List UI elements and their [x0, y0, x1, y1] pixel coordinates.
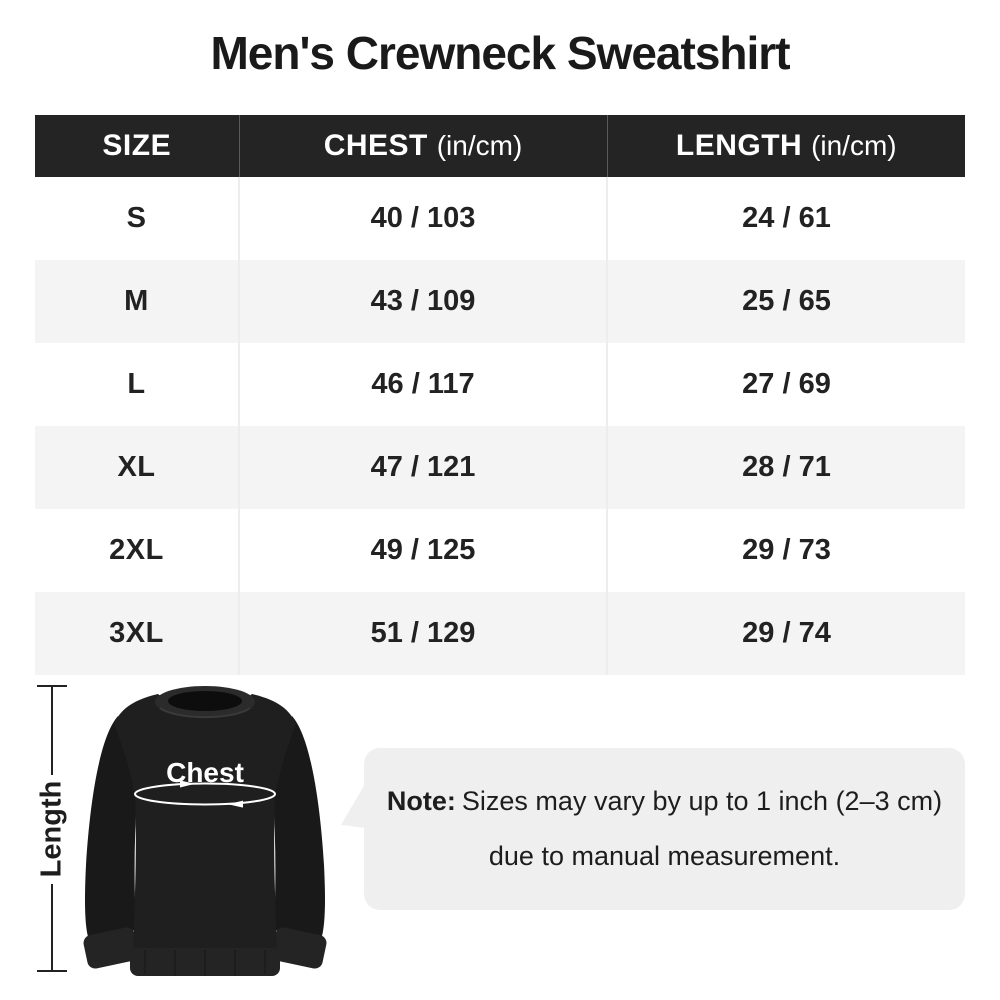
- sweatshirt-left-sleeve: [85, 716, 137, 940]
- length-arrow-bottom-segment: [51, 884, 53, 972]
- header-length-label: LENGTH: [675, 129, 803, 162]
- table-body: S 40 / 103 24 / 61 M 43 / 109 25 / 65 L …: [35, 177, 965, 675]
- header-length: LENGTH (in/cm): [606, 115, 965, 177]
- note-line-2: due to manual measurement.: [488, 841, 841, 871]
- length-label: Length: [35, 780, 68, 878]
- header-row: SIZE CHEST (in/cm) LENGTH (in/cm): [35, 115, 965, 177]
- length-cell: 29 / 73: [606, 509, 965, 592]
- size-cell: 3XL: [35, 592, 239, 675]
- size-cell: XL: [35, 426, 239, 509]
- chest-cell: 51 / 129: [238, 592, 607, 675]
- page-title: Men's Crewneck Sweatshirt: [210, 27, 790, 79]
- header-size: SIZE: [35, 115, 239, 177]
- table-row: 2XL 49 / 125 29 / 73: [35, 509, 965, 592]
- chest-cell: 43 / 109: [238, 260, 607, 343]
- table-row: XL 47 / 121 28 / 71: [35, 426, 965, 509]
- sweatshirt-image: Chest: [83, 686, 327, 976]
- size-cell: 2XL: [35, 509, 239, 592]
- header-chest-unit: (in/cm): [436, 130, 523, 161]
- length-cell: 27 / 69: [606, 343, 965, 426]
- length-arrow-bottom-cap: [37, 970, 67, 972]
- size-cell: M: [35, 260, 239, 343]
- sweatshirt-left-cuff: [83, 927, 139, 969]
- table-row: S 40 / 103 24 / 61: [35, 177, 965, 260]
- note-prefix: Note:: [386, 786, 456, 816]
- size-cell: S: [35, 177, 239, 260]
- chest-measure-ellipse: [134, 782, 276, 806]
- length-cell: 29 / 74: [606, 592, 965, 675]
- header-chest: CHEST (in/cm): [238, 115, 607, 177]
- note-text-1: Sizes may vary by up to 1 inch (2–3 cm): [461, 786, 943, 816]
- length-arrow-top-segment: [51, 686, 53, 775]
- header-length-unit: (in/cm): [811, 130, 897, 161]
- size-chart-table: SIZE CHEST (in/cm) LENGTH (in/cm) S 40 /…: [35, 115, 965, 675]
- header-chest-label: CHEST: [323, 129, 428, 162]
- length-cell: 24 / 61: [606, 177, 965, 260]
- length-cell: 28 / 71: [606, 426, 965, 509]
- size-cell: L: [35, 343, 239, 426]
- sweatshirt-right-sleeve: [273, 716, 325, 940]
- table-row: M 43 / 109 25 / 65: [35, 260, 965, 343]
- chest-cell: 46 / 117: [238, 343, 607, 426]
- chest-cell: 47 / 121: [238, 426, 607, 509]
- note-line-1: Note: Sizes may vary by up to 1 inch (2–3…: [387, 786, 942, 817]
- collar-rib-highlight: [159, 707, 251, 719]
- note-bubble: Note: Sizes may vary by up to 1 inch (2–3…: [341, 748, 965, 910]
- sweatshirt-body: [114, 694, 296, 954]
- chest-cell: 40 / 103: [238, 177, 607, 260]
- table-row: 3XL 51 / 129 29 / 74: [35, 592, 965, 675]
- header-size-label: SIZE: [102, 129, 172, 162]
- note-bubble-tail: [341, 784, 365, 828]
- table-row: L 46 / 117 27 / 69: [35, 343, 965, 426]
- length-cell: 25 / 65: [606, 260, 965, 343]
- table-header: SIZE CHEST (in/cm) LENGTH (in/cm): [35, 115, 965, 177]
- collar-inner: [168, 691, 242, 711]
- chest-arrowhead-left: [228, 800, 243, 808]
- chest-arrowhead-right: [180, 780, 195, 788]
- chest-cell: 49 / 125: [238, 509, 607, 592]
- sweatshirt-right-cuff: [271, 927, 327, 969]
